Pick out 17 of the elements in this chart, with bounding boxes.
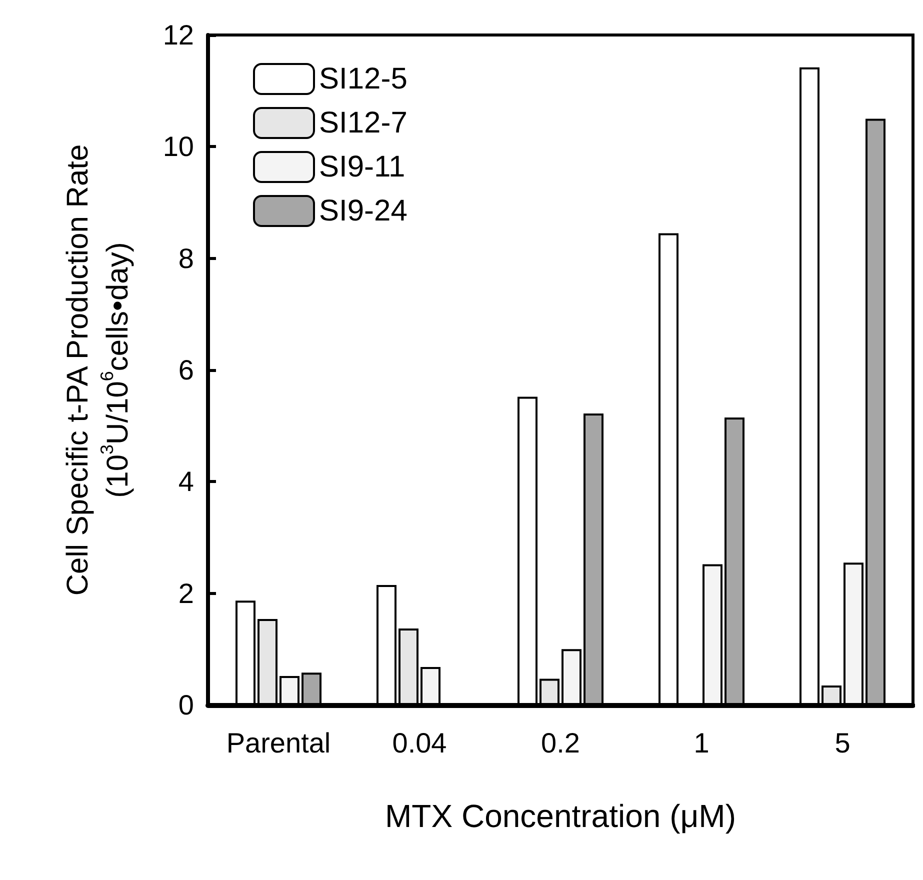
y-tick-label: 4	[178, 466, 194, 498]
y-tick-label: 12	[162, 20, 194, 50]
legend-label: SI9-24	[319, 194, 408, 228]
x-tick-label: Parental	[226, 728, 331, 758]
y-tick-label: 8	[178, 242, 194, 274]
y-tick-label: 2	[178, 578, 194, 609]
y-tick-label: 10	[162, 131, 194, 162]
x-tick-label: 5	[834, 728, 850, 758]
legend-label: SI12-5	[319, 62, 408, 96]
x-tick-label: 1	[694, 728, 710, 758]
x-tick-label: 0.04	[392, 728, 447, 758]
x-axis-title: MTX Concentration (μM)	[385, 798, 736, 834]
y-tick-label: 0	[178, 690, 194, 720]
legend-label: SI9-11	[319, 150, 406, 184]
legend-label: SI12-7	[319, 106, 408, 140]
y-tick-label: 6	[178, 354, 194, 386]
x-tick-label: 0.2	[541, 728, 580, 758]
